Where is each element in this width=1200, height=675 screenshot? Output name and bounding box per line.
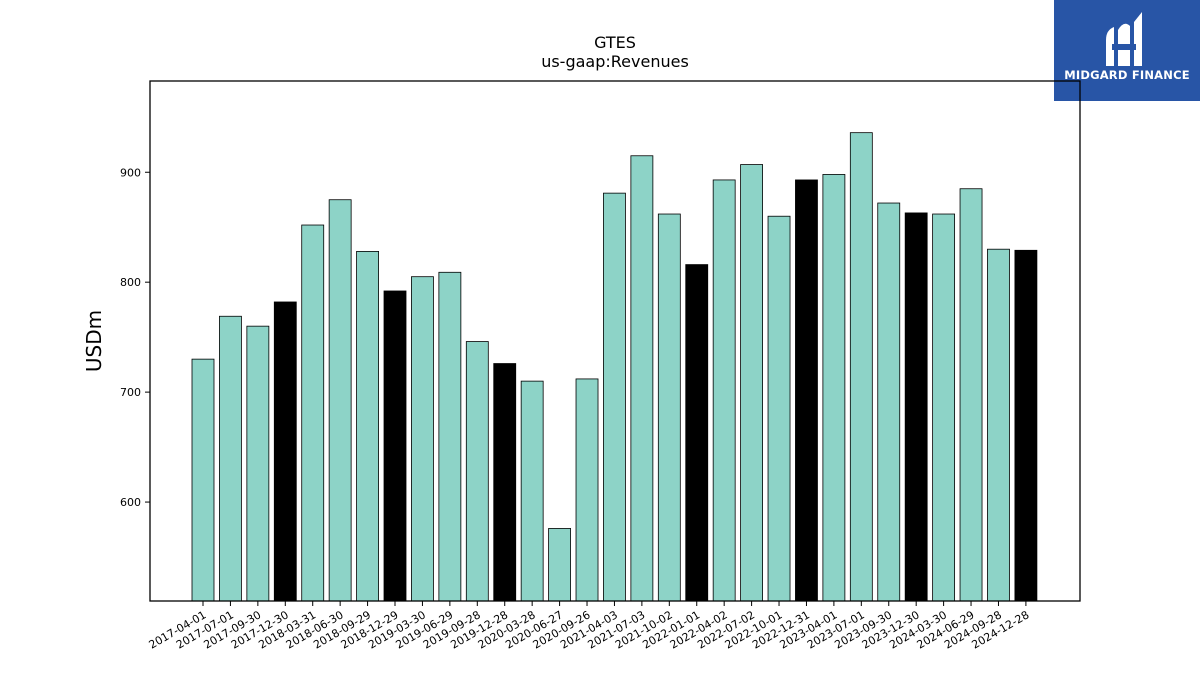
bar-2024-06-29 (959, 188, 983, 602)
bar-2022-04-02 (712, 179, 736, 602)
bar-2021-10-02 (657, 213, 681, 602)
bar-2022-10-01 (767, 215, 791, 602)
bar-2022-07-02 (740, 164, 763, 602)
bar-2019-09-28 (465, 341, 489, 602)
bar-2023-09-30 (877, 202, 901, 602)
bar-2019-06-29 (438, 271, 462, 602)
y-axis: 600 700 800 900 (120, 166, 150, 509)
bar-2020-09-26 (575, 378, 599, 602)
bar-2024-12-28 (1014, 249, 1038, 602)
bar-2018-06-30 (328, 199, 352, 602)
bar-2017-04-01 (191, 358, 215, 602)
y-tick-label: 700 (120, 386, 141, 399)
y-axis-label: USDm (82, 310, 106, 372)
bar-2019-03-30 (411, 276, 434, 602)
bar-2022-12-31 (795, 179, 818, 602)
chart-title: GTES (594, 33, 636, 52)
bar-2023-12-30 (904, 212, 928, 602)
bar-2023-07-01 (849, 132, 873, 602)
plot-frame (149, 80, 1081, 602)
bar-2024-09-28 (987, 248, 1010, 602)
bar-2018-09-29 (356, 250, 379, 602)
bar-2021-04-03 (603, 192, 626, 602)
bar-2017-12-30 (273, 301, 297, 602)
midgard-finance-logo: MIDGARD FINANCE (1054, 0, 1200, 101)
y-tick-label: 900 (120, 166, 141, 179)
bar-2017-07-01 (219, 315, 242, 602)
bar-2018-03-31 (301, 224, 325, 602)
bars-layer (191, 132, 1038, 602)
chart-subtitle: us-gaap:Revenues (541, 52, 689, 71)
bar-2017-09-30 (246, 325, 270, 602)
bar-2024-03-30 (932, 213, 956, 602)
bar-2023-04-01 (822, 174, 846, 602)
y-tick-label: 800 (120, 276, 141, 289)
bar-2022-01-01 (685, 264, 709, 602)
bar-2018-12-29 (383, 290, 407, 602)
bar-2020-06-27 (548, 528, 571, 602)
logo-text: MIDGARD FINANCE (1064, 68, 1190, 82)
y-tick-label: 600 (120, 496, 141, 509)
midgard-logo-icon (1106, 12, 1142, 66)
bar-2019-12-28 (493, 363, 517, 602)
bar-2021-07-03 (630, 155, 654, 602)
x-axis: 2017-04-012017-07-012017-09-302017-12-30… (147, 601, 1031, 652)
bar-2020-03-28 (520, 380, 544, 602)
